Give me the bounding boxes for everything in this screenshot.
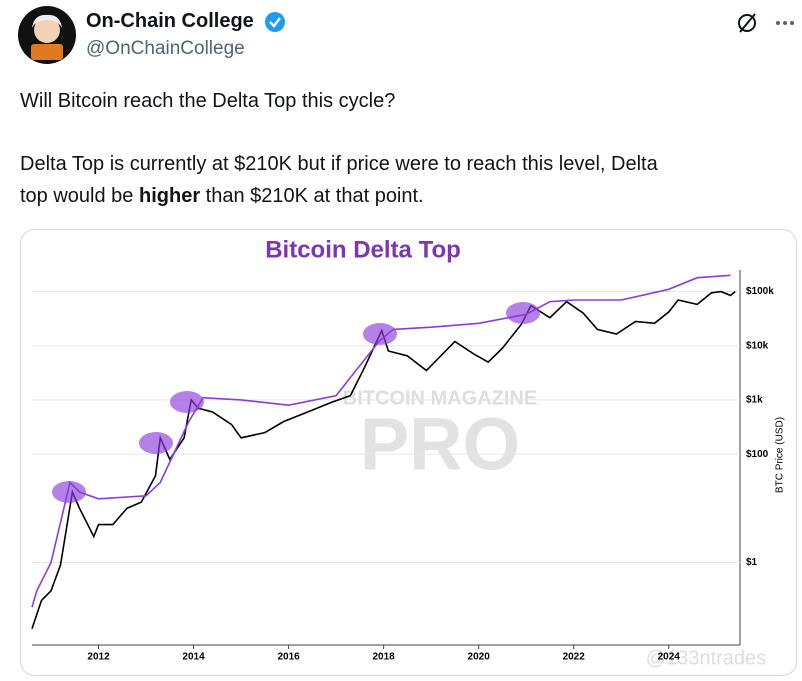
x-tick-label: 2018 <box>372 652 395 663</box>
credit-watermark: @133ntrades <box>646 647 766 669</box>
y-tick-label: $1k <box>746 395 763 406</box>
chart-title: Bitcoin Delta Top <box>265 236 461 263</box>
tweet-text: Delta Top is currently at $210K but if p… <box>20 153 658 175</box>
series-line <box>31 290 736 629</box>
y-tick-label: $10k <box>746 340 769 351</box>
verified-badge <box>265 12 285 32</box>
avatar[interactable] <box>18 6 76 64</box>
highlights <box>52 302 540 503</box>
text: than $210K at that point. <box>200 185 424 207</box>
bold-text: higher <box>138 185 201 207</box>
x-tick-label: 2014 <box>182 652 205 663</box>
y-tick-label: $1 <box>746 557 758 568</box>
y-tick-label: $100 <box>746 449 769 460</box>
x-tick-label: 2016 <box>277 652 300 663</box>
y-axis-label: BTC Price (USD) <box>775 417 786 493</box>
x-tick-label: 2022 <box>563 652 586 663</box>
y-tick-label: $100k <box>746 286 774 297</box>
watermark: BITCOIN MAGAZINE <box>343 387 537 409</box>
x-tick-label: 2020 <box>468 652 491 663</box>
user-name[interactable]: On-Chain College <box>86 10 254 32</box>
tweet-text: Will Bitcoin reach the Delta Top this cy… <box>20 90 396 112</box>
user-handle[interactable]: @OnChainCollege <box>86 38 245 59</box>
tweet-text: top would be higher than $210K at that p… <box>20 185 424 208</box>
x-tick-label: 2024 <box>658 652 681 663</box>
watermark: PRO <box>360 403 520 486</box>
x-tick-label: 2012 <box>87 652 110 663</box>
text: top would be <box>20 185 139 207</box>
tweet-actions[interactable] <box>736 10 796 36</box>
